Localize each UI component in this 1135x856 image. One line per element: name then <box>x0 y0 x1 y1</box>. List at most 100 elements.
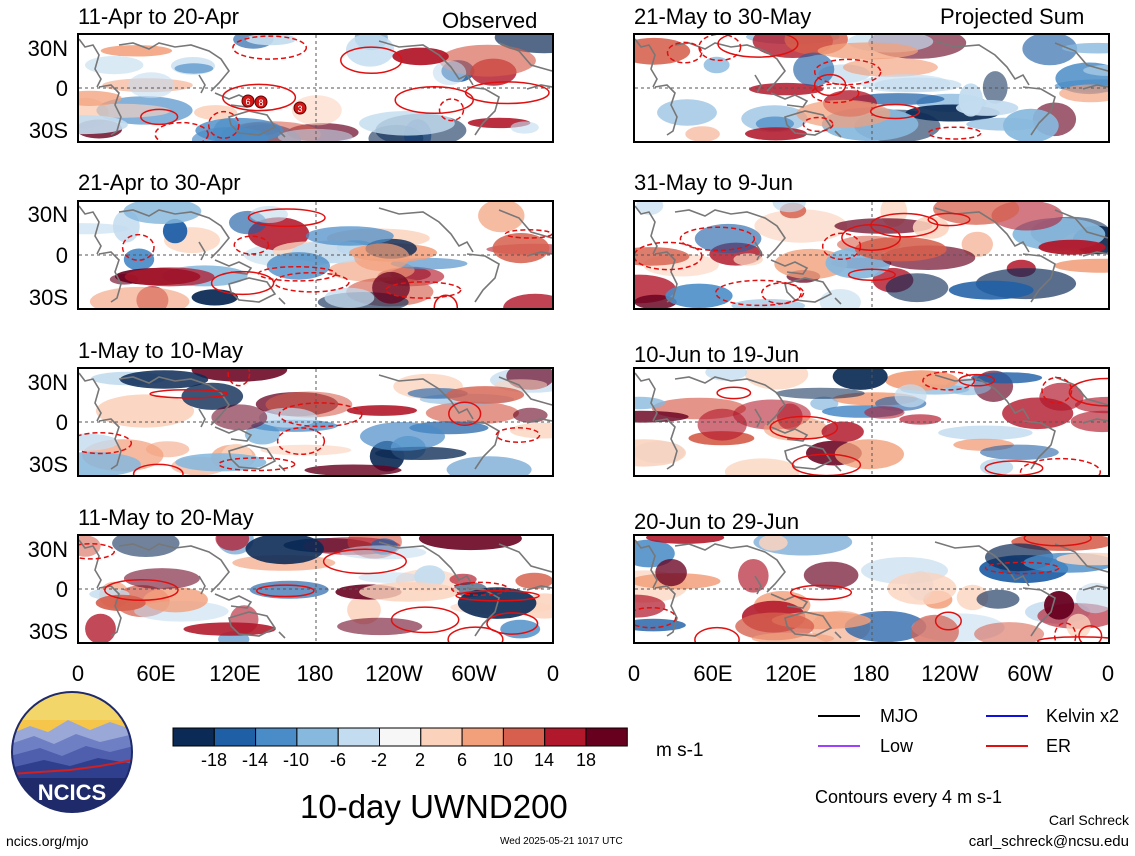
wind-anomaly-blob <box>657 99 717 126</box>
coastline <box>526 251 552 257</box>
lon-label-left: 60E <box>136 661 176 686</box>
wind-anomaly-blob <box>79 223 129 235</box>
wind-anomaly-blob <box>810 396 839 411</box>
wind-anomaly-blob <box>258 407 318 428</box>
projected-label: Projected Sum <box>940 4 1085 29</box>
coastline <box>118 42 230 92</box>
wind-anomaly-blob <box>703 56 730 74</box>
lat-label-eq: 0 <box>55 243 68 268</box>
colorbar-swatch <box>420 727 463 747</box>
wind-anomaly-blob <box>143 587 208 613</box>
coastline <box>228 611 277 637</box>
coastline <box>214 593 253 609</box>
wind-anomaly-blob <box>128 72 175 99</box>
er-contour <box>210 270 275 296</box>
er-contour <box>278 402 363 428</box>
wind-anomaly-blob <box>503 293 552 308</box>
wind-anomaly-blob <box>85 56 144 75</box>
er-contour <box>1036 636 1108 642</box>
tc-marker-label: 8 <box>258 98 263 108</box>
map-field <box>635 536 1108 642</box>
wind-anomaly-blob <box>1038 239 1106 255</box>
colorbar-swatch <box>337 727 380 747</box>
wind-anomaly-blob <box>1056 552 1108 566</box>
coastline <box>214 259 253 275</box>
colorbar-tick: -18 <box>200 750 228 770</box>
footer-url[interactable]: ncics.org/mjo <box>6 833 89 849</box>
map-field <box>79 35 552 141</box>
wind-anomaly-blob <box>948 280 1034 300</box>
wind-anomaly-blob <box>492 233 550 264</box>
footer-author: Carl Schreck <box>1048 812 1129 828</box>
colorbar-tick: 2 <box>414 750 426 770</box>
er-contour <box>233 235 270 255</box>
lon-label-right: 60E <box>693 661 733 686</box>
er-contour <box>448 401 482 427</box>
wind-anomaly-blob <box>245 536 324 565</box>
er-contour <box>789 584 853 601</box>
er-contour <box>958 373 996 387</box>
er-contour <box>322 548 407 575</box>
wind-anomaly-blob <box>745 369 809 390</box>
wind-anomaly-blob <box>347 595 381 625</box>
panel-title-left-3: 1-May to 10-May <box>78 338 244 363</box>
er-contour <box>927 212 971 227</box>
colorbar <box>172 727 628 747</box>
coastline <box>1022 587 1056 637</box>
wind-anomaly-blob <box>733 253 763 266</box>
coastline <box>635 205 658 255</box>
er-contour <box>821 232 862 261</box>
coastline <box>1054 42 1108 72</box>
er-contour <box>276 427 326 456</box>
colorbar-swatch <box>585 727 628 747</box>
colorbar-swatch <box>255 727 298 747</box>
tc-marker: 6 <box>241 94 255 108</box>
er-contour <box>934 611 962 631</box>
er-contour <box>227 369 251 387</box>
wind-anomaly-blob <box>834 439 904 470</box>
coastline <box>498 42 552 72</box>
coastline <box>635 38 658 88</box>
coastline <box>526 418 552 424</box>
wind-anomaly-blob <box>211 404 268 431</box>
er-contour <box>385 281 462 299</box>
wind-anomaly-blob <box>1059 84 1108 103</box>
coastline <box>526 585 552 591</box>
tc-markers: 6 8 3 <box>241 94 307 115</box>
wind-anomaly-blob <box>966 117 1041 131</box>
wind-anomaly-blob <box>982 71 1008 104</box>
tc-marker-label: 3 <box>297 104 302 114</box>
wind-anomaly-blob <box>1054 258 1108 273</box>
er-contour <box>1019 457 1102 475</box>
wind-anomaly-blob <box>971 372 1043 384</box>
wind-anomaly-blob <box>510 121 539 134</box>
wind-anomaly-blob <box>79 103 171 118</box>
wind-anomaly-blob <box>112 536 180 557</box>
wind-anomaly-blob <box>899 414 942 425</box>
er-contour <box>464 81 550 105</box>
er-contour <box>1068 377 1108 407</box>
lon-label-left: 60W <box>451 661 497 686</box>
wind-anomaly-blob <box>646 536 725 544</box>
coastline <box>118 376 230 426</box>
wind-anomaly-blob <box>266 252 330 280</box>
colorbar-tick: 10 <box>492 750 514 770</box>
wind-anomaly-blob <box>635 37 691 65</box>
er-contour <box>149 389 229 399</box>
coastline <box>754 408 762 428</box>
wind-anomaly-blob <box>494 379 548 391</box>
wind-anomaly-blob <box>260 444 352 456</box>
colorbar-tick: 14 <box>533 750 555 770</box>
tc-marker-label: 6 <box>245 97 250 107</box>
coastline <box>378 207 474 253</box>
lon-label-right: 120E <box>765 661 817 686</box>
coastline <box>1082 585 1108 591</box>
wind-anomaly-blob <box>635 247 690 266</box>
wind-anomaly-blob <box>635 396 666 410</box>
er-contour <box>841 224 902 251</box>
coastline <box>834 297 842 305</box>
wind-anomaly-blob <box>749 82 824 96</box>
coastline <box>466 253 500 303</box>
wind-anomaly-blob <box>980 444 1059 460</box>
footer-email[interactable]: carl_schreck@ncsu.edu <box>968 833 1129 850</box>
